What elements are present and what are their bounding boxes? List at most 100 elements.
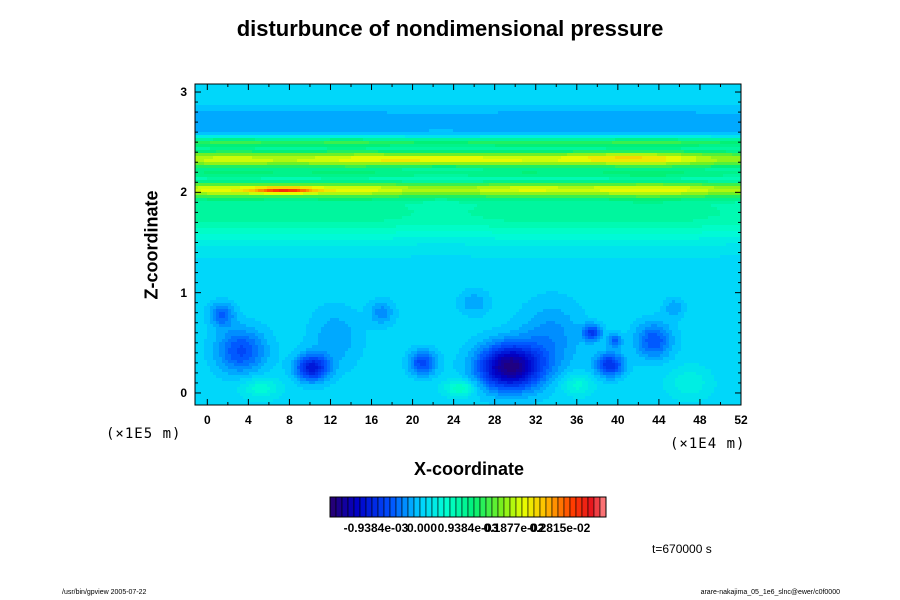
field-cell: [402, 96, 405, 99]
field-cell: [303, 147, 306, 150]
field-cell: [588, 99, 591, 102]
field-cell: [438, 129, 441, 132]
field-cell: [366, 105, 369, 108]
field-cell: [261, 147, 264, 150]
field-cell: [213, 156, 216, 159]
field-cell: [510, 159, 513, 162]
field-cell: [690, 105, 693, 108]
contour-chart: [0, 0, 900, 600]
field-cell: [297, 150, 300, 153]
field-cell: [312, 96, 315, 99]
field-cell: [489, 123, 492, 126]
field-cell: [330, 144, 333, 147]
field-cell: [672, 96, 675, 99]
field-cell: [318, 99, 321, 102]
field-cell: [279, 129, 282, 132]
field-cell: [666, 150, 669, 153]
field-cell: [654, 120, 657, 123]
field-cell: [663, 162, 666, 165]
field-cell: [705, 93, 708, 96]
field-cell: [729, 126, 732, 129]
field-cell: [228, 165, 231, 168]
field-cell: [258, 117, 261, 120]
field-cell: [513, 159, 516, 162]
field-cell: [306, 150, 309, 153]
field-cell: [480, 87, 483, 90]
field-cell: [372, 144, 375, 147]
field-cell: [543, 105, 546, 108]
field-cell: [228, 108, 231, 111]
field-cell: [258, 126, 261, 129]
field-cell: [225, 99, 228, 102]
field-cell: [645, 117, 648, 120]
field-cell: [405, 153, 408, 156]
field-cell: [270, 162, 273, 165]
field-cell: [624, 135, 627, 138]
field-cell: [303, 111, 306, 114]
field-cell: [312, 123, 315, 126]
field-cell: [453, 129, 456, 132]
field-cell: [354, 126, 357, 129]
field-cell: [588, 147, 591, 150]
field-cell: [420, 156, 423, 159]
field-cell: [357, 141, 360, 144]
field-cell: [504, 114, 507, 117]
field-cell: [291, 159, 294, 162]
field-cell: [528, 111, 531, 114]
field-cell: [258, 150, 261, 153]
field-cell: [258, 90, 261, 93]
field-cell: [342, 144, 345, 147]
field-cell: [546, 156, 549, 159]
field-cell: [612, 120, 615, 123]
field-cell: [618, 126, 621, 129]
field-cell: [558, 108, 561, 111]
field-cell: [324, 150, 327, 153]
field-cell: [672, 123, 675, 126]
field-cell: [489, 141, 492, 144]
field-cell: [255, 153, 258, 156]
field-cell: [573, 99, 576, 102]
field-cell: [447, 123, 450, 126]
field-cell: [264, 105, 267, 108]
field-cell: [264, 87, 267, 90]
field-cell: [450, 150, 453, 153]
field-cell: [312, 93, 315, 96]
field-cell: [462, 153, 465, 156]
field-cell: [597, 96, 600, 99]
field-cell: [540, 135, 543, 138]
field-cell: [351, 90, 354, 93]
field-cell: [306, 135, 309, 138]
field-cell: [273, 159, 276, 162]
field-cell: [456, 126, 459, 129]
field-cell: [369, 162, 372, 165]
field-cell: [204, 144, 207, 147]
field-cell: [381, 87, 384, 90]
field-cell: [366, 114, 369, 117]
field-cell: [474, 93, 477, 96]
field-cell: [579, 99, 582, 102]
field-cell: [726, 162, 729, 165]
field-cell: [666, 135, 669, 138]
field-cell: [621, 108, 624, 111]
field-cell: [210, 87, 213, 90]
field-cell: [489, 159, 492, 162]
field-cell: [618, 153, 621, 156]
field-cell: [696, 102, 699, 105]
field-cell: [399, 147, 402, 150]
field-cell: [231, 141, 234, 144]
field-cell: [630, 102, 633, 105]
field-cell: [348, 153, 351, 156]
field-cell: [492, 150, 495, 153]
field-cell: [582, 126, 585, 129]
field-cell: [222, 135, 225, 138]
field-cell: [564, 102, 567, 105]
field-cell: [723, 159, 726, 162]
field-cell: [648, 162, 651, 165]
field-cell: [204, 129, 207, 132]
field-cell: [429, 87, 432, 90]
field-cell: [582, 111, 585, 114]
field-cell: [282, 120, 285, 123]
field-cell: [204, 87, 207, 90]
field-cell: [492, 99, 495, 102]
field-cell: [375, 156, 378, 159]
